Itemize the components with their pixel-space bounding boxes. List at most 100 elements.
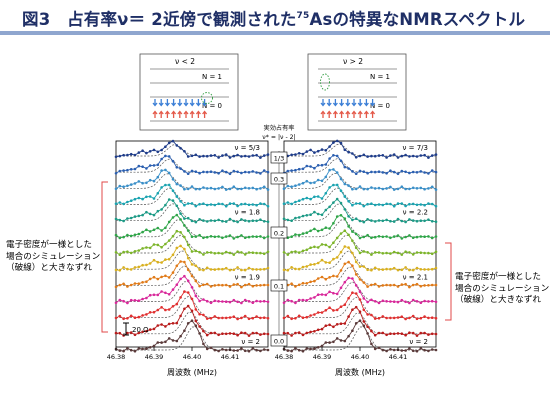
- data-point: [396, 316, 400, 319]
- data-point: [358, 265, 362, 268]
- data-point: [290, 317, 293, 321]
- data-point: [305, 248, 309, 252]
- data-point: [224, 283, 228, 287]
- data-point: [434, 188, 438, 191]
- data-point: [202, 186, 205, 189]
- data-point: [385, 267, 388, 271]
- data-point: [301, 265, 305, 269]
- data-point: [389, 185, 392, 189]
- data-point: [400, 315, 404, 319]
- data-point: [183, 170, 186, 173]
- data-point: [351, 230, 354, 233]
- data-point: [347, 200, 350, 203]
- data-point: [259, 300, 262, 303]
- data-point: [427, 202, 430, 205]
- simulation-curve: [284, 250, 436, 270]
- data-point: [392, 170, 396, 174]
- data-point: [118, 253, 122, 256]
- data-point: [213, 331, 217, 335]
- data-point: [294, 267, 297, 271]
- data-point: [141, 197, 144, 201]
- data-point: [430, 267, 434, 271]
- data-point: [377, 331, 381, 335]
- data-point: [118, 184, 122, 188]
- data-point: [377, 301, 381, 305]
- data-point: [183, 274, 186, 278]
- annotation-right: 電子密度が一様とした 場合のシミュレーション （破線）と大きなずれ: [455, 272, 549, 307]
- data-point: [205, 317, 209, 320]
- data-point: [392, 348, 396, 352]
- data-point: [133, 349, 137, 353]
- data-point: [373, 282, 377, 286]
- data-point: [145, 296, 148, 300]
- data-point: [328, 323, 331, 327]
- data-point: [148, 195, 152, 198]
- data-point: [202, 253, 205, 256]
- data-point: [243, 298, 247, 302]
- data-point: [152, 213, 156, 217]
- data-point: [320, 179, 324, 183]
- data-point: [305, 164, 309, 168]
- data-point: [354, 202, 358, 205]
- data-point: [400, 283, 404, 286]
- data-point: [194, 249, 198, 253]
- data-point: [198, 187, 201, 191]
- data-point: [118, 201, 122, 204]
- data-point: [240, 285, 243, 289]
- data-point: [419, 219, 423, 222]
- data-point: [209, 301, 213, 305]
- data-point: [389, 219, 392, 223]
- data-point: [141, 149, 144, 152]
- data-point: [129, 168, 133, 171]
- data-point: [411, 202, 415, 206]
- data-point: [232, 237, 236, 240]
- filling-scale-box: [270, 279, 288, 292]
- data-point: [415, 171, 419, 174]
- simulation-curve: [284, 219, 436, 238]
- data-point: [190, 297, 194, 301]
- data-point: [392, 188, 396, 191]
- data-point: [309, 297, 312, 300]
- data-point: [129, 234, 133, 238]
- data-point: [324, 226, 328, 229]
- data-point: [194, 279, 198, 283]
- data-point: [366, 202, 369, 206]
- data-point: [126, 168, 129, 172]
- data-point: [294, 233, 297, 236]
- data-point: [400, 185, 404, 188]
- data-point: [366, 268, 369, 272]
- data-point: [232, 253, 236, 256]
- data-point: [194, 153, 198, 157]
- electron-marker: [320, 73, 330, 91]
- data-point: [370, 268, 373, 272]
- data-point: [152, 293, 156, 297]
- data-point: [221, 169, 224, 172]
- data-point: [294, 347, 297, 350]
- data-point: [228, 251, 232, 255]
- data-point: [122, 266, 125, 269]
- data-point: [313, 347, 316, 351]
- data-point: [141, 165, 144, 168]
- data-point: [266, 235, 270, 238]
- data-point: [392, 283, 396, 287]
- data-point: [209, 203, 213, 206]
- data-point: [301, 167, 305, 171]
- inset-condition-label: ν > 2: [343, 57, 363, 66]
- data-point: [362, 187, 366, 191]
- data-point: [434, 332, 438, 336]
- data-point: [389, 332, 392, 336]
- data-point: [133, 233, 137, 237]
- data-point: [202, 236, 205, 240]
- x-tick-label: 46.41: [389, 353, 408, 361]
- data-point: [266, 283, 270, 287]
- data-point: [240, 202, 243, 206]
- data-point: [228, 217, 232, 221]
- data-point: [396, 172, 400, 176]
- data-point: [408, 218, 411, 221]
- data-point: [305, 347, 309, 350]
- spin-down-arrow-icon: [363, 99, 369, 107]
- data-point: [243, 170, 247, 174]
- data-point: [194, 235, 198, 238]
- data-point: [297, 216, 301, 219]
- data-point: [370, 313, 373, 317]
